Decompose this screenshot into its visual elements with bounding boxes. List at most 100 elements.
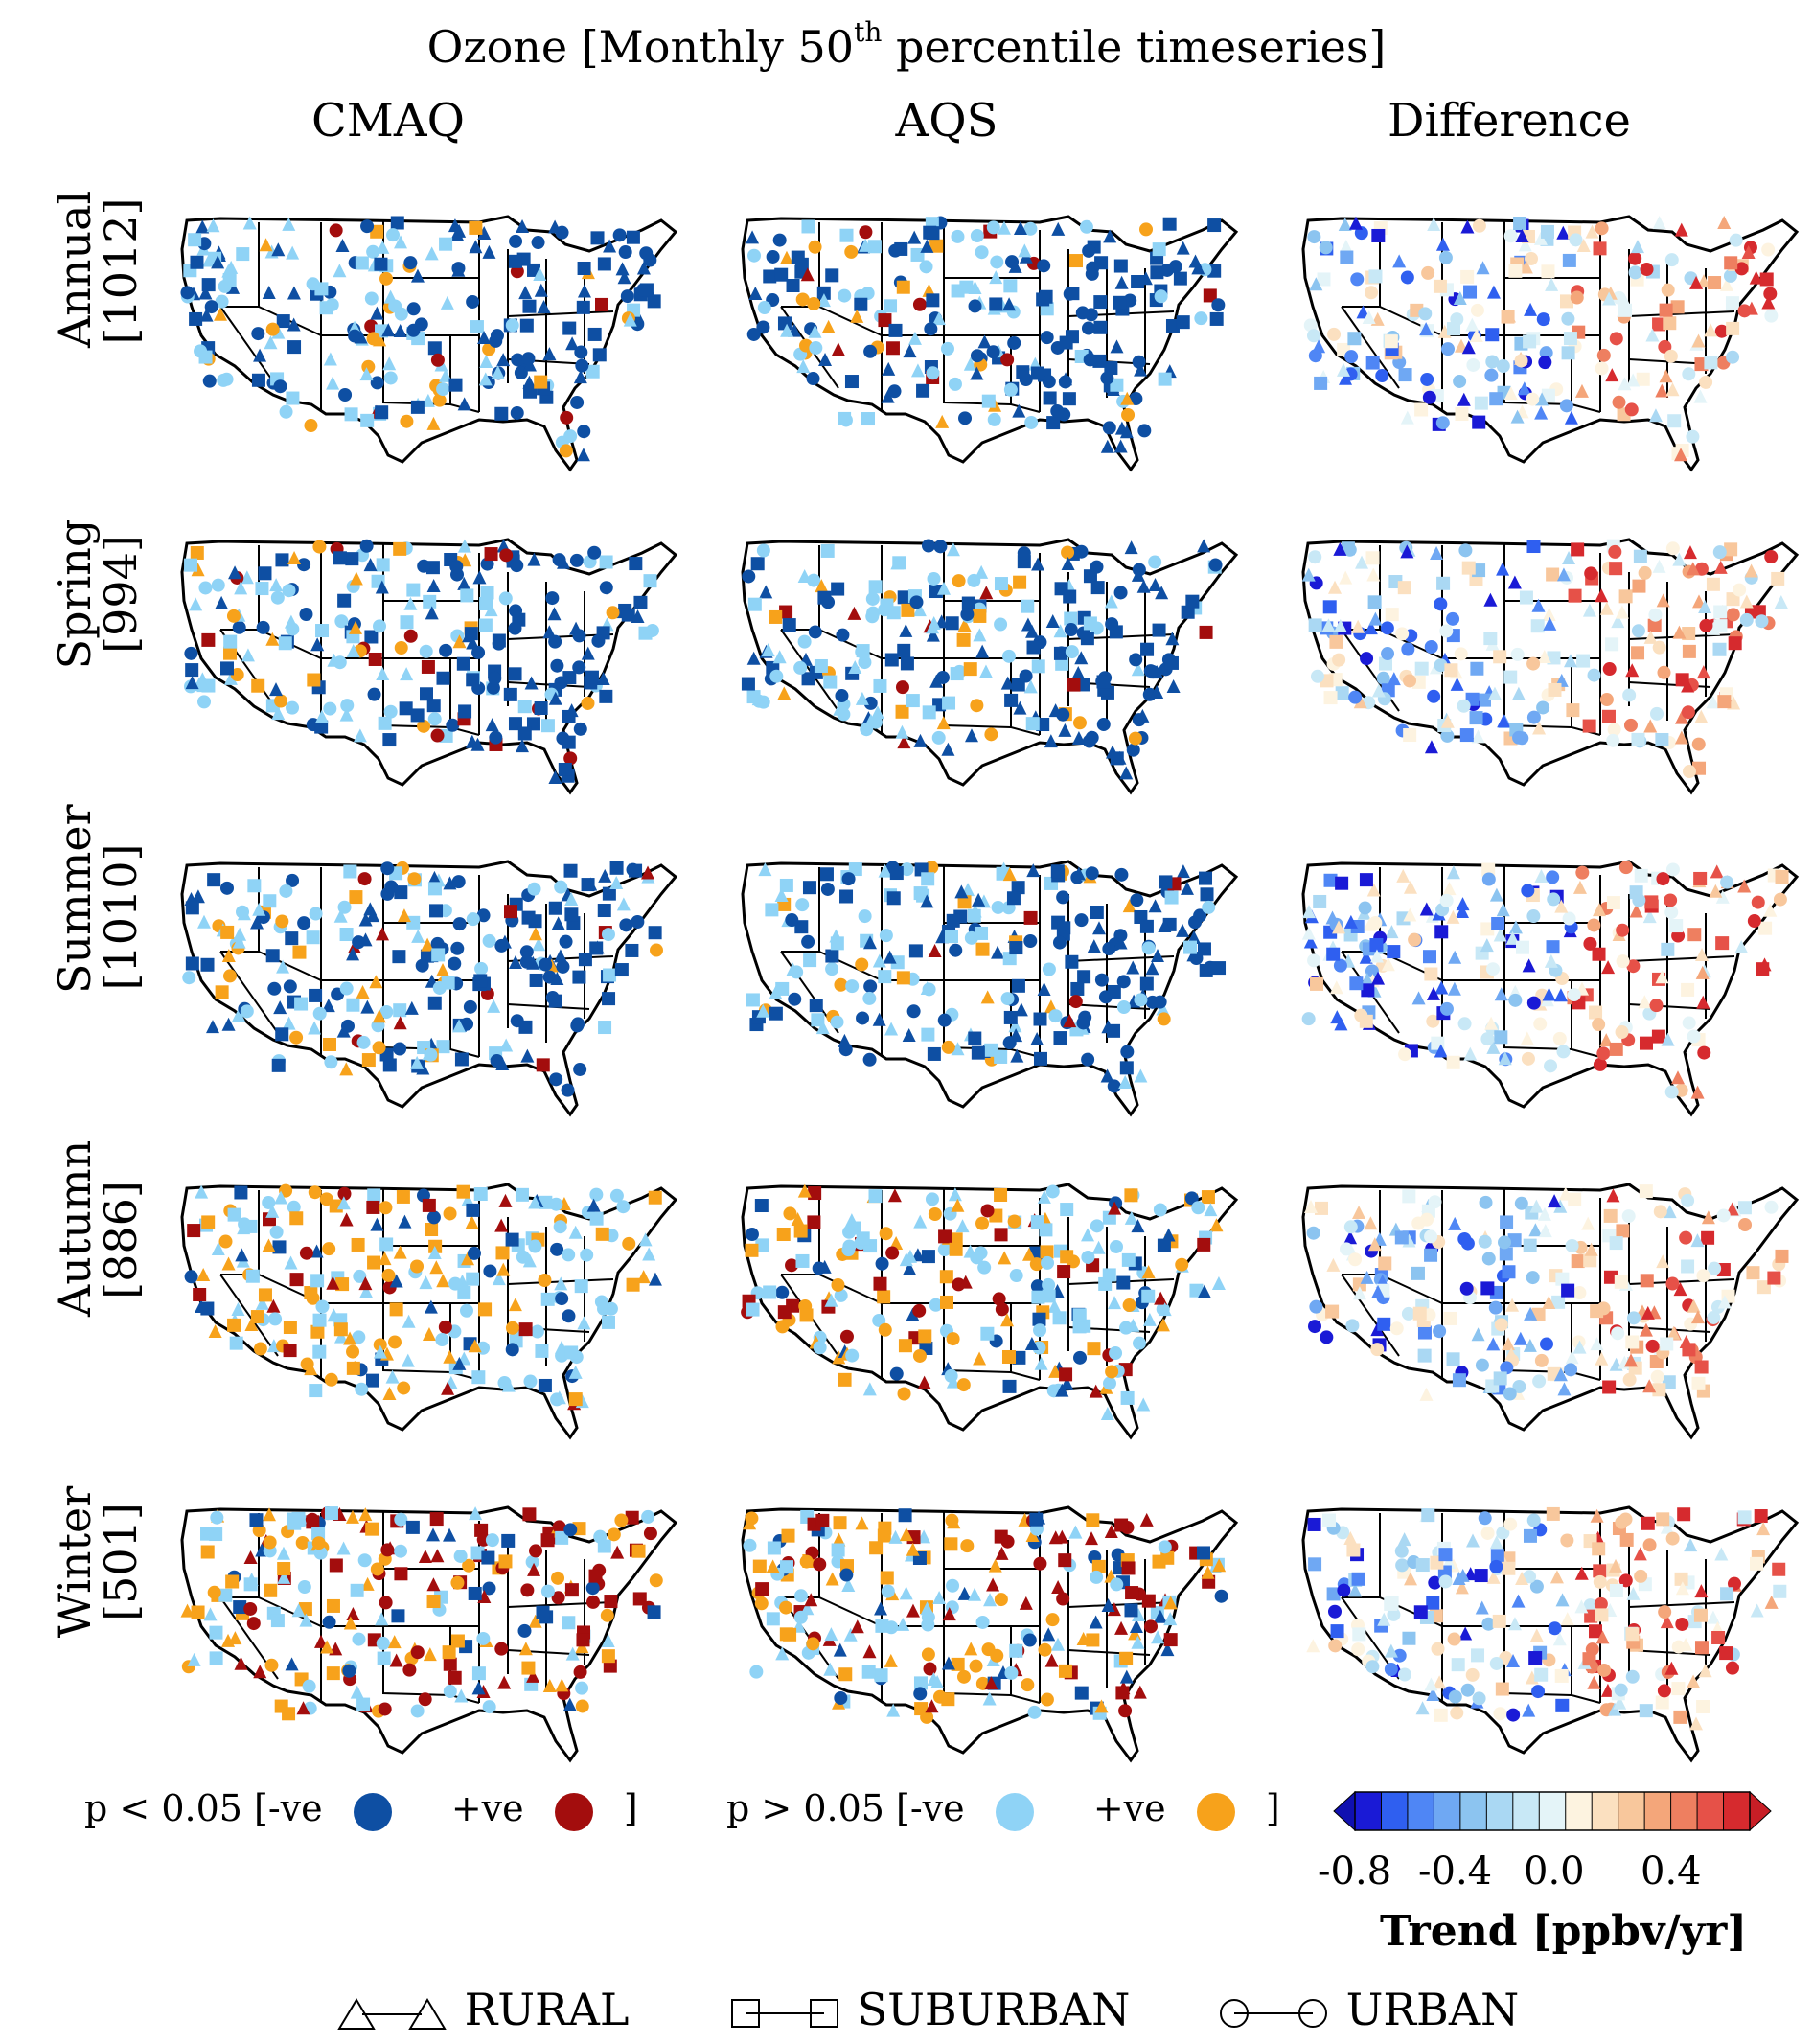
rural-site-marker xyxy=(534,283,548,297)
rural-site-marker xyxy=(287,286,301,300)
rural-site-marker xyxy=(968,281,982,295)
urban-site-marker xyxy=(612,228,627,242)
state-border xyxy=(1628,955,1735,962)
suburban-site-marker xyxy=(647,1605,661,1619)
urban-site-marker xyxy=(1134,993,1148,1007)
rural-site-marker xyxy=(623,312,637,327)
rural-site-marker xyxy=(1348,216,1363,230)
suburban-site-marker xyxy=(763,269,777,284)
rural-site-marker xyxy=(1176,923,1190,937)
colorbar-segment xyxy=(1459,1792,1487,1830)
rural-site-marker xyxy=(528,1195,542,1209)
rural-site-marker xyxy=(1704,323,1718,337)
suburban-site-marker xyxy=(426,1595,441,1609)
colorbar-tick: -0.8 xyxy=(1318,1849,1392,1894)
rural-site-marker xyxy=(1163,1612,1178,1626)
rural-site-marker xyxy=(1489,887,1503,902)
suburban-site-marker xyxy=(185,663,199,678)
suburban-site-marker xyxy=(576,1633,590,1647)
rural-site-marker xyxy=(291,1603,306,1618)
suburban-site-marker xyxy=(604,1595,618,1609)
suburban-site-marker xyxy=(456,1184,470,1199)
suburban-site-marker xyxy=(470,320,484,334)
suburban-site-marker xyxy=(1694,1641,1709,1655)
suburban-site-marker xyxy=(1368,269,1383,284)
suburban-site-marker xyxy=(478,618,493,632)
urban-site-marker xyxy=(282,584,296,598)
suburban-site-marker xyxy=(885,341,900,356)
rural-site-marker xyxy=(1321,618,1336,632)
urban-site-marker xyxy=(1708,1261,1722,1275)
urban-site-marker xyxy=(1665,1276,1680,1291)
urban-site-marker xyxy=(559,934,573,949)
rural-site-marker xyxy=(554,1276,568,1291)
rural-site-marker xyxy=(1158,1302,1172,1317)
urban-site-marker xyxy=(372,1041,386,1055)
urban-site-marker xyxy=(1040,331,1054,345)
suburban-site-marker xyxy=(185,956,199,971)
suburban-site-marker xyxy=(310,1324,325,1339)
rural-site-marker xyxy=(638,1232,653,1247)
urban-site-marker xyxy=(1699,375,1713,389)
urban-site-marker xyxy=(1048,1009,1063,1023)
urban-site-marker xyxy=(427,712,442,726)
rural-site-marker xyxy=(358,1276,373,1291)
rural-site-marker xyxy=(1533,231,1548,245)
urban-site-marker xyxy=(1478,1511,1492,1526)
rural-site-marker xyxy=(421,393,435,407)
rural-site-marker xyxy=(1717,1295,1732,1309)
suburban-site-marker xyxy=(207,873,221,887)
rural-site-marker xyxy=(1104,594,1118,609)
urban-site-marker xyxy=(977,1260,992,1275)
rural-site-marker xyxy=(1446,865,1460,880)
urban-site-marker xyxy=(215,294,229,309)
suburban-site-marker xyxy=(201,278,216,292)
colorbar-border xyxy=(1354,1791,1751,1831)
urban-site-marker xyxy=(1494,1318,1508,1332)
rural-site-marker xyxy=(191,889,205,904)
urban-site-marker xyxy=(1056,1592,1070,1606)
suburban-site-marker xyxy=(923,225,937,240)
rural-site-marker xyxy=(824,1627,838,1642)
urban-site-marker xyxy=(315,1299,330,1314)
urban-site-marker xyxy=(1139,222,1154,237)
rural-site-marker xyxy=(471,1681,486,1695)
suburban-site-marker xyxy=(1325,1304,1340,1319)
urban-site-marker xyxy=(359,539,374,553)
rural-site-marker xyxy=(1528,1223,1543,1237)
urban-site-marker xyxy=(312,1006,327,1021)
suburban-site-marker xyxy=(1673,1710,1687,1724)
rural-site-marker xyxy=(1119,766,1134,780)
row-header-spring: Spring [994] xyxy=(49,517,147,671)
rural-site-marker xyxy=(1092,921,1107,935)
rural-site-marker xyxy=(1191,261,1205,275)
rural-site-marker xyxy=(833,1642,847,1657)
rural-site-marker xyxy=(452,634,467,649)
suburban-site-marker xyxy=(1023,910,1038,925)
suburban-site-marker xyxy=(1555,1272,1570,1286)
suburban-site-marker xyxy=(1478,693,1492,707)
rural-site-marker xyxy=(850,309,864,323)
rural-site-marker xyxy=(265,632,280,646)
urban-site-marker xyxy=(1309,1299,1323,1314)
suburban-site-marker xyxy=(1551,1295,1566,1309)
suburban-site-marker xyxy=(1422,950,1436,964)
urban-site-marker xyxy=(574,345,588,359)
suburban-site-marker xyxy=(1152,623,1166,637)
urban-site-marker xyxy=(1007,1214,1021,1229)
suburban-site-marker xyxy=(1057,1265,1071,1279)
suburban-site-marker xyxy=(1582,1652,1596,1666)
urban-site-marker xyxy=(474,961,489,976)
urban-site-marker xyxy=(1301,1012,1316,1026)
urban-site-marker xyxy=(1120,1045,1135,1059)
rural-triangle-icon xyxy=(337,1998,447,2030)
urban-site-marker xyxy=(1154,289,1168,304)
suburban-site-marker xyxy=(779,878,793,892)
urban-site-marker xyxy=(1532,1374,1547,1389)
urban-site-marker xyxy=(937,1013,952,1027)
urban-site-marker xyxy=(1733,583,1747,597)
suburban-site-marker xyxy=(1443,1311,1457,1325)
suburban-site-marker xyxy=(1472,415,1486,429)
rural-site-marker xyxy=(375,1612,389,1626)
urban-site-marker xyxy=(1645,1339,1660,1353)
